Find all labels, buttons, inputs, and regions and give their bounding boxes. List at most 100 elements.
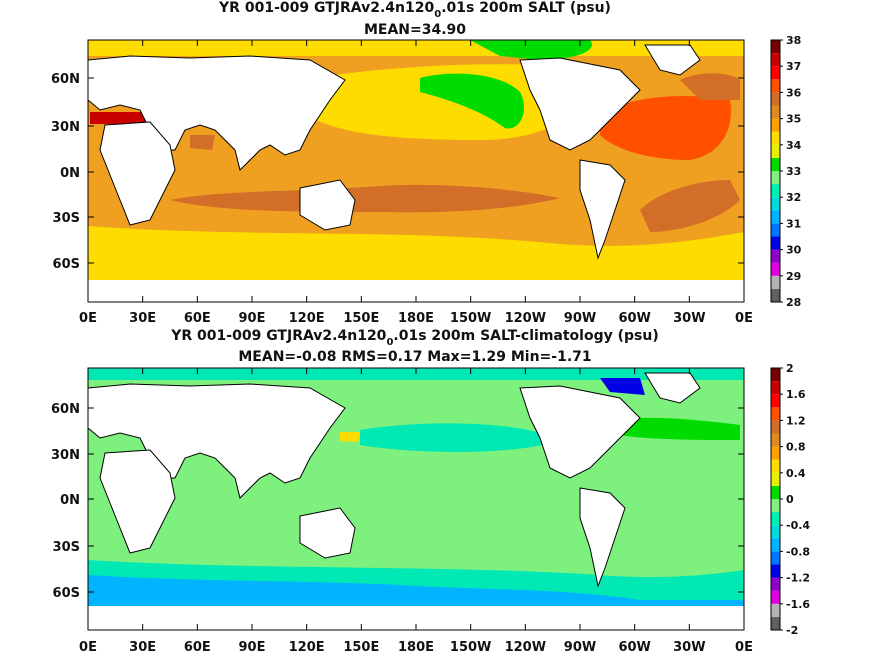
colorbar-segment [771, 394, 780, 408]
panel1-north-pacific-yellow [300, 64, 600, 140]
panel1-arabian-sea [190, 135, 215, 150]
colorbar-segment [771, 551, 780, 565]
panel2-north-pacific-negative [360, 423, 560, 452]
x-tick-label: 60W [618, 640, 650, 655]
colorbar-segment [771, 446, 780, 460]
y-tick-label: 60S [53, 257, 80, 272]
y-tick-label: 0N [60, 166, 80, 181]
colorbar-label: 31 [786, 217, 801, 230]
panel2-eurasia [88, 383, 346, 499]
colorbar-label: 0.4 [786, 467, 806, 480]
colorbar-segment [771, 616, 780, 630]
colorbar-segment [771, 223, 780, 237]
colorbar-segment [771, 485, 780, 499]
colorbar-segment [771, 368, 780, 382]
x-tick-label: 90E [239, 640, 266, 655]
colorbar-segment [771, 105, 780, 119]
colorbar-segment [771, 79, 780, 93]
x-tick-label: 30W [673, 311, 705, 326]
panel2-y-axis: 60N 30N 0N 30S 60S [51, 402, 744, 601]
colorbar-label: 0 [786, 493, 794, 506]
colorbar-label: 1.6 [786, 388, 806, 401]
colorbar-label: 37 [786, 60, 801, 73]
colorbar-segment [771, 118, 780, 132]
panel1-mediterranean [90, 112, 150, 124]
x-tick-label: 150E [343, 311, 379, 326]
colorbar-segment [771, 407, 780, 421]
panel-salinity-anomaly: YR 001-009 GTJRAv2.4n1200.01s 200m SALT-… [51, 328, 810, 655]
panel1-greenland [644, 44, 701, 76]
colorbar-label: 29 [786, 270, 801, 283]
panel1-africa [99, 121, 176, 226]
panel1-y-axis: 60N 30N 0N 30S 60S [51, 72, 744, 272]
panel2-map [88, 368, 744, 630]
panel2-land [88, 372, 701, 588]
panel1-south-america [579, 159, 626, 260]
panel2-arctic-negative [600, 378, 645, 395]
colorbar-segment [771, 236, 780, 250]
colorbar-segment [771, 144, 780, 158]
x-tick-label: 120W [505, 311, 546, 326]
colorbar-segment [771, 381, 780, 395]
colorbar-segment [771, 275, 780, 289]
colorbar-segment [771, 197, 780, 211]
colorbar-segment [771, 66, 780, 80]
x-tick-label: 120E [289, 311, 325, 326]
x-tick-label: 60E [184, 640, 211, 655]
y-tick-label: 30N [51, 448, 80, 463]
y-tick-label: 0N [60, 493, 80, 508]
colorbar-segment [771, 538, 780, 552]
panel1-south-atlantic-high [640, 180, 740, 232]
y-tick-label: 30S [53, 211, 80, 226]
colorbar-label: -0.8 [786, 545, 810, 558]
colorbar-label: 38 [786, 34, 801, 47]
colorbar-segment [771, 249, 780, 263]
colorbar-segment [771, 564, 780, 578]
x-tick-label: 60E [184, 311, 211, 326]
x-tick-label: 0E [79, 311, 97, 326]
y-tick-label: 30N [51, 120, 80, 135]
x-tick-label: 30E [129, 311, 156, 326]
x-tick-label: 120W [505, 640, 546, 655]
panel2-australia [299, 507, 356, 559]
panel2-africa [99, 449, 176, 554]
colorbar-label: 32 [786, 191, 801, 204]
y-tick-label: 60S [53, 586, 80, 601]
panel1-eurasia [88, 55, 346, 171]
colorbar-label: 34 [786, 139, 802, 152]
y-tick-label: 30S [53, 540, 80, 555]
panel1-title: YR 001-009 GTJRAv2.4n1200.01s 200m SALT … [218, 0, 611, 20]
x-tick-label: 90W [564, 640, 596, 655]
colorbar-segment [771, 157, 780, 171]
colorbar-segment [771, 512, 780, 526]
x-tick-label: 150W [450, 640, 491, 655]
colorbar-segment [771, 184, 780, 198]
panel1-south-high [170, 184, 560, 213]
panel-salinity: YR 001-009 GTJRAv2.4n1200.01s 200m SALT … [51, 0, 802, 326]
panel2-title: YR 001-009 GTJRAv2.4n1200.01s 200m SALT-… [170, 328, 658, 348]
panel2-x-axis: 0E 30E 60E 90E 120E 150E 180E 150W 120W 90W 60W 30W… [79, 368, 753, 655]
colorbar-label: 33 [786, 165, 801, 178]
colorbar-segment [771, 590, 780, 604]
colorbar-label: 36 [786, 86, 802, 99]
colorbar-label: 30 [786, 244, 802, 257]
y-tick-label: 60N [51, 402, 80, 417]
colorbar-label: 1.2 [786, 414, 806, 427]
panel1-australia [299, 179, 356, 231]
colorbar-label: 35 [786, 113, 801, 126]
panel2-south-america [579, 487, 626, 588]
panel1-land [88, 44, 701, 260]
colorbar-label: 0.8 [786, 441, 806, 454]
x-tick-label: 30E [129, 640, 156, 655]
panel1-map [88, 40, 744, 302]
panel2-north-atlantic-positive [620, 417, 740, 440]
x-tick-label: 180E [398, 640, 434, 655]
x-tick-label: 180E [398, 311, 434, 326]
colorbar-segment [771, 459, 780, 473]
panel1-x-axis: 0E 30E 60E 90E 120E 150E 180E 150W 120W 90W 60W 30W… [79, 40, 753, 326]
x-tick-label: 60W [618, 311, 650, 326]
panel1-north-america [519, 57, 641, 151]
colorbar-segment [771, 525, 780, 539]
colorbar-segment [771, 603, 780, 617]
